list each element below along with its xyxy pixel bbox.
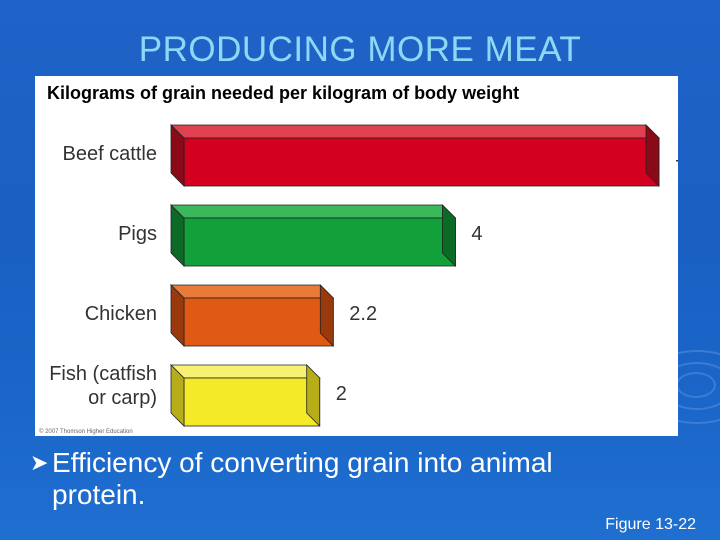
category-label: Pigs	[118, 223, 157, 245]
data-label: 2	[336, 383, 347, 405]
category-label: Fish (catfish	[49, 363, 157, 385]
category-label: Chicken	[85, 303, 157, 325]
bar-top-face	[170, 364, 321, 379]
bar	[183, 217, 456, 267]
bar-chart: Kilograms of grain needed per kilogram o…	[39, 83, 678, 435]
bar-side-face	[442, 204, 456, 267]
bar-top-face	[170, 124, 660, 139]
bar	[183, 137, 660, 187]
data-label: 4	[471, 223, 482, 245]
bar	[183, 377, 321, 427]
arrow-bullet-icon: ➤	[30, 450, 49, 475]
bar-side-face	[645, 124, 660, 187]
background-ripple	[676, 372, 716, 398]
bar-left-face	[170, 204, 185, 267]
bar-left-face	[170, 124, 185, 187]
copyright-text: © 2007 Thomson Higher Education	[39, 428, 133, 435]
bar-side-face	[306, 364, 321, 427]
bar-side-face	[319, 284, 334, 347]
bar-top-face	[170, 284, 335, 299]
bar	[183, 297, 334, 347]
data-label: 7	[675, 157, 678, 179]
figure-label: Figure 13-22	[605, 516, 696, 533]
bar-left-face	[170, 284, 185, 347]
slide-title: PRODUCING MORE MEAT	[138, 30, 582, 69]
bullet-text: Efficiency of converting grain into anim…	[52, 447, 553, 510]
bar-top-face	[170, 204, 457, 219]
category-label: Beef cattle	[62, 143, 157, 165]
category-label: or carp)	[88, 387, 157, 409]
data-label: 2.2	[349, 303, 377, 325]
bar-left-face	[170, 364, 185, 427]
chart-panel: Kilograms of grain needed per kilogram o…	[35, 76, 678, 436]
chart-title: Kilograms of grain needed per kilogram o…	[47, 83, 519, 103]
